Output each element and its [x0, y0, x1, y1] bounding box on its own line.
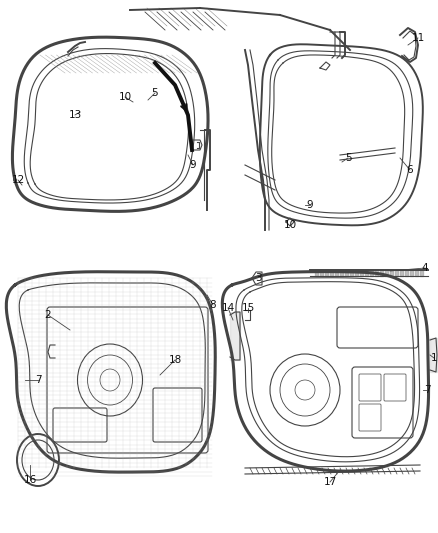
Text: 9: 9	[190, 160, 196, 170]
Text: 3: 3	[254, 273, 261, 283]
Text: 15: 15	[241, 303, 254, 313]
Text: 17: 17	[323, 477, 337, 487]
Text: 16: 16	[23, 475, 37, 485]
Text: 13: 13	[68, 110, 81, 120]
Text: 18: 18	[168, 355, 182, 365]
Text: 12: 12	[11, 175, 25, 185]
Text: 5: 5	[345, 153, 351, 163]
Text: 6: 6	[407, 165, 413, 175]
Ellipse shape	[17, 434, 59, 486]
Text: 9: 9	[307, 200, 313, 210]
Text: 7: 7	[424, 385, 430, 395]
Text: 1: 1	[431, 353, 437, 363]
Text: 7: 7	[35, 375, 41, 385]
Text: 2: 2	[45, 310, 51, 320]
Text: 11: 11	[411, 33, 424, 43]
Text: 14: 14	[221, 303, 235, 313]
Text: 4: 4	[422, 263, 428, 273]
Text: 10: 10	[118, 92, 131, 102]
Text: 10: 10	[283, 220, 297, 230]
Text: 5: 5	[152, 88, 158, 98]
Text: 8: 8	[210, 300, 216, 310]
